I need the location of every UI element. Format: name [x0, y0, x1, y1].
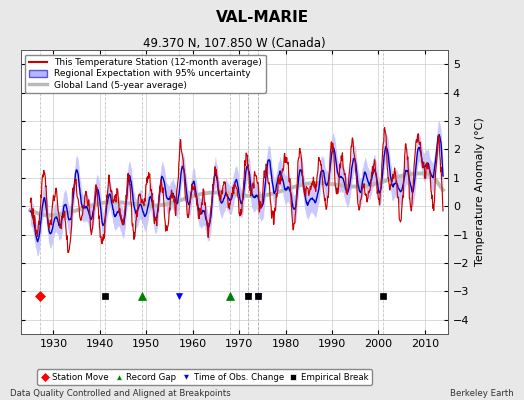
Text: Data Quality Controlled and Aligned at Breakpoints: Data Quality Controlled and Aligned at B… [10, 389, 231, 398]
Legend: Station Move, Record Gap, Time of Obs. Change, Empirical Break: Station Move, Record Gap, Time of Obs. C… [37, 369, 372, 385]
Title: 49.370 N, 107.850 W (Canada): 49.370 N, 107.850 W (Canada) [143, 37, 326, 50]
Text: VAL-MARIE: VAL-MARIE [215, 10, 309, 25]
Text: Berkeley Earth: Berkeley Earth [450, 389, 514, 398]
Y-axis label: Temperature Anomaly (°C): Temperature Anomaly (°C) [475, 118, 485, 266]
